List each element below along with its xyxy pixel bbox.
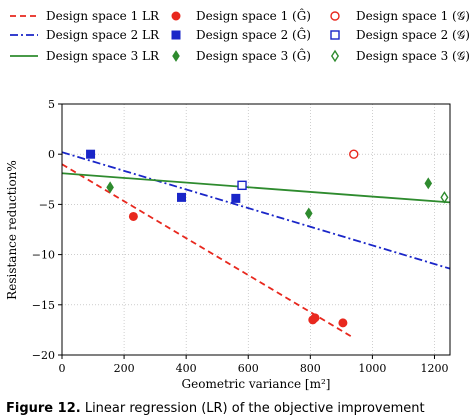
x-tick-label-2: 400	[176, 362, 197, 375]
y-tick-label-1: 0	[48, 148, 55, 161]
point-series-3-2	[304, 207, 313, 220]
legend-label-series-6: Design space 3 (𝒢)	[356, 49, 470, 63]
point-series-2-1	[86, 149, 96, 159]
y-tick-label-0: 5	[48, 98, 55, 111]
legend-label-series-2: Design space 2 (Ĝ)	[196, 26, 311, 42]
y-tick-label-2: −5	[39, 198, 55, 211]
y-axis-label: Resistance reduction%	[5, 160, 19, 300]
legend-label-series-1: Design space 1 (Ĝ)	[196, 7, 311, 23]
point-series-4-1	[349, 149, 359, 159]
legend-label-lr-3: Design space 3 LR	[46, 49, 160, 63]
y-axis-ticks: 5 0 −5 −10 −15 −20	[32, 98, 62, 362]
legend-marker-4	[330, 11, 340, 21]
point-series-2-3	[231, 193, 241, 203]
point-series-6-1	[440, 191, 449, 204]
point-series-3-1	[106, 181, 114, 194]
x-tick-label-5: 1000	[358, 362, 386, 375]
x-axis-ticks: 0 200 400 600 800 1000 1200	[59, 355, 448, 375]
regression-line-1	[61, 163, 355, 339]
x-tick-label-6: 1200	[420, 362, 448, 375]
point-series-3-3	[424, 177, 433, 190]
chart-grid	[61, 103, 450, 356]
point-series-1-3	[310, 313, 320, 323]
regression-line-2	[61, 151, 451, 270]
plot-frame	[61, 103, 451, 356]
legend-label-series-4: Design space 1 (𝒢)	[356, 9, 470, 23]
regression-lines	[61, 151, 451, 339]
caption-label: Figure 12.	[6, 401, 81, 416]
y-tick-label-3: −10	[32, 249, 55, 262]
point-series-1-4	[338, 318, 348, 328]
point-series-1-1	[128, 211, 138, 221]
y-tick-label-4: −15	[32, 299, 55, 312]
x-tick-label-1: 200	[114, 362, 135, 375]
x-tick-label-3: 600	[238, 362, 259, 375]
legend-label-series-5: Design space 2 (𝒢)	[356, 28, 470, 42]
legend-marker-6	[330, 49, 340, 63]
point-series-5-1	[237, 180, 247, 191]
data-points	[86, 149, 449, 328]
legend-marker-1	[171, 11, 181, 21]
y-tick-label-5: −20	[32, 349, 55, 362]
legend-label-lr-2: Design space 2 LR	[46, 28, 160, 42]
point-series-2-2	[177, 192, 187, 202]
legend-label-series-3: Design space 3 (Ĝ)	[196, 47, 311, 63]
x-axis-label: Geometric variance [m²]	[182, 377, 331, 391]
caption-text: Linear regression (LR) of the objective …	[84, 401, 425, 416]
x-tick-label-4: 800	[300, 362, 321, 375]
x-tick-label-0: 0	[59, 362, 66, 375]
figure-caption: Figure 12. Linear regression (LR) of the…	[6, 401, 474, 416]
legend-label-lr-1: Design space 1 LR	[46, 9, 160, 23]
legend-marker-3	[172, 50, 180, 62]
legend-marker-2	[171, 30, 181, 40]
legend-marker-5	[330, 30, 340, 40]
chart-legend: Design space 1 LR Design space 2 LR Design…	[10, 7, 470, 63]
regression-line-3	[61, 172, 451, 204]
